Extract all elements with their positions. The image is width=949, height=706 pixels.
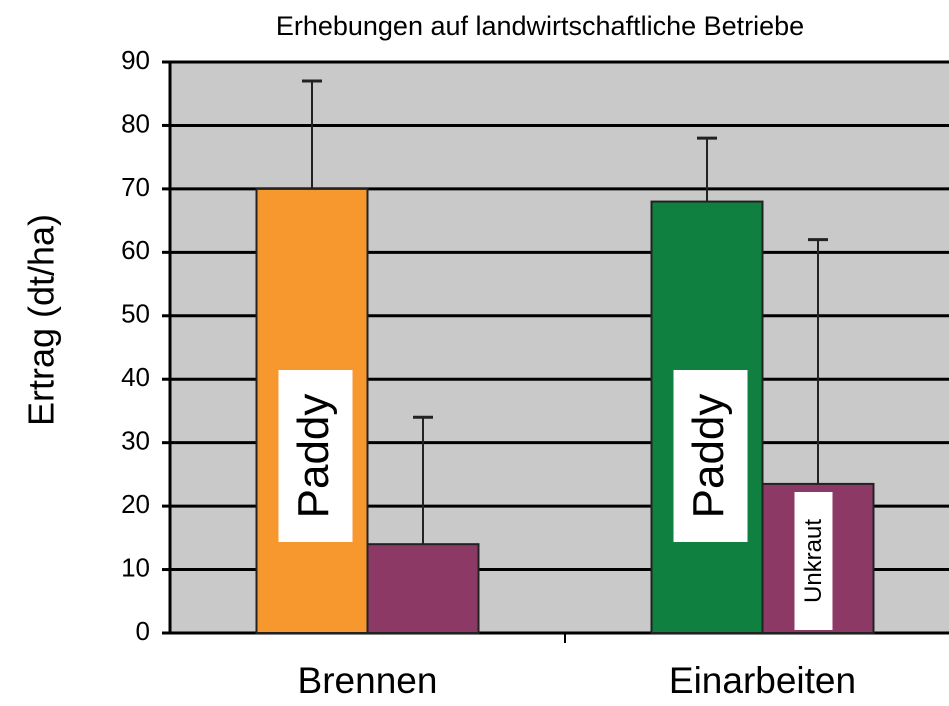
y-tick-label: 90 [121, 45, 150, 75]
y-tick-label: 0 [136, 616, 150, 646]
x-tick-label: Brennen [298, 660, 438, 701]
chart-title: Erhebungen auf landwirtschaftliche Betri… [276, 11, 804, 41]
bar-label-box [278, 370, 353, 542]
y-axis-label: Ertrag (dt/ha) [21, 214, 62, 426]
y-tick-label: 50 [121, 299, 150, 329]
bar-label: Paddy [289, 394, 338, 519]
y-tick-label: 60 [121, 235, 150, 265]
bar-label-box [673, 370, 748, 542]
y-tick-label: 10 [121, 552, 150, 582]
y-tick-label: 30 [121, 426, 150, 456]
y-tick-label: 70 [121, 172, 150, 202]
x-tick-label: Einarbeiten [669, 660, 856, 701]
y-tick-label: 40 [121, 362, 150, 392]
y-tick-label: 20 [121, 489, 150, 519]
bar-label-box [794, 492, 833, 630]
bar-label: Unkraut [800, 519, 827, 603]
y-tick-label: 80 [121, 108, 150, 138]
bar [366, 543, 480, 635]
bar-label: Paddy [684, 394, 733, 519]
